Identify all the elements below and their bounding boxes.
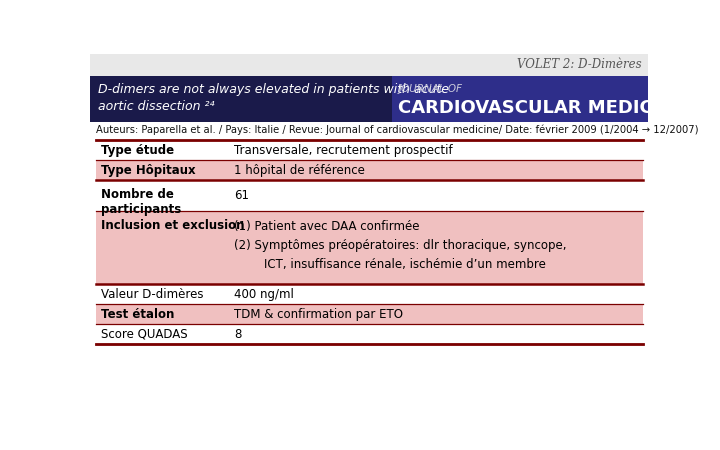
Text: Type Hôpitaux: Type Hôpitaux	[101, 164, 195, 177]
Bar	[96, 284, 644, 304]
Text: Type étude: Type étude	[101, 144, 174, 157]
Text: Score QUADAS: Score QUADAS	[101, 328, 187, 341]
Text: VOLET 2: D-Dimères: VOLET 2: D-Dimères	[517, 58, 642, 71]
Text: Nombre de
participants: Nombre de participants	[101, 188, 181, 216]
Bar	[96, 324, 644, 344]
Text: Transversale, recrutement prospectif: Transversale, recrutement prospectif	[234, 144, 453, 157]
Bar	[96, 211, 644, 284]
Text: 1 hôpital de référence: 1 hôpital de référence	[234, 164, 365, 177]
Text: Auteurs: Paparella et al. / Pays: Italie / Revue: Journal of cardiovascular medi: Auteurs: Paparella et al. / Pays: Italie…	[96, 124, 698, 135]
Bar	[96, 180, 644, 211]
Bar	[90, 76, 648, 122]
Text: JOURNAL OF: JOURNAL OF	[398, 84, 462, 94]
Bar	[96, 160, 644, 180]
Bar	[96, 140, 644, 160]
Text: 400 ng/ml: 400 ng/ml	[234, 288, 294, 301]
Text: aortic dissection ²⁴: aortic dissection ²⁴	[98, 100, 215, 113]
Text: Inclusion et exclusion: Inclusion et exclusion	[101, 219, 244, 232]
Text: D-dimers are not always elevated in patients with acute: D-dimers are not always elevated in pati…	[98, 83, 449, 96]
Text: TDM & confirmation par ETO: TDM & confirmation par ETO	[234, 308, 403, 321]
Bar	[96, 304, 644, 324]
Text: Valeur D-dimères: Valeur D-dimères	[101, 288, 203, 301]
Bar	[392, 76, 648, 122]
Text: CARDIOVASCULAR MEDICINE: CARDIOVASCULAR MEDICINE	[398, 99, 687, 117]
Text: Test étalon: Test étalon	[101, 308, 174, 321]
Text: (1) Patient avec DAA confirmée
(2) Symptômes préopératoires: dlr thoracique, syn: (1) Patient avec DAA confirmée (2) Sympt…	[234, 220, 567, 271]
Text: 8: 8	[234, 328, 241, 341]
Bar	[90, 54, 648, 76]
Text: 61: 61	[234, 189, 249, 202]
